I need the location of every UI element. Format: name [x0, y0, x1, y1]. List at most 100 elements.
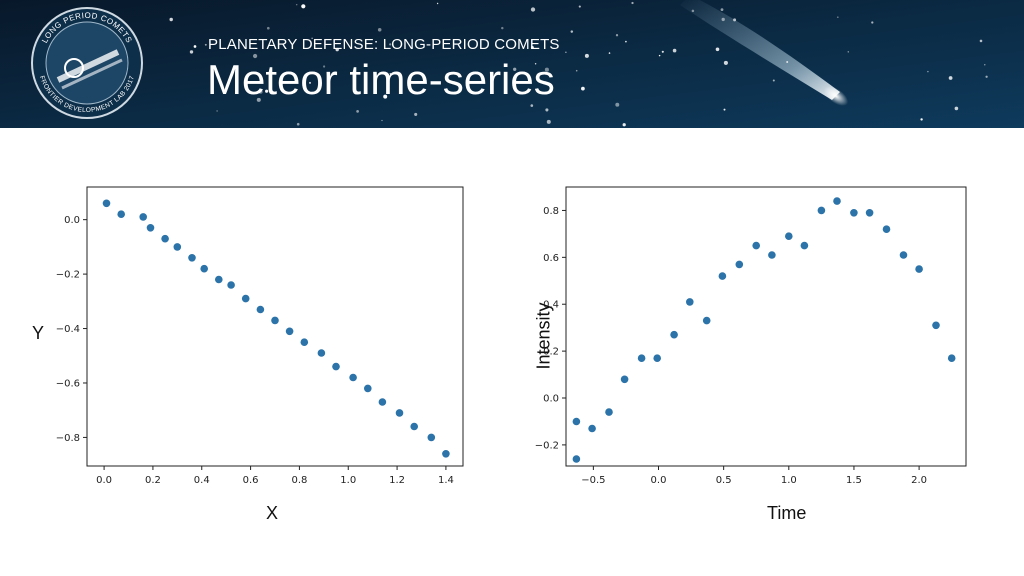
star [786, 61, 789, 63]
star [530, 46, 534, 49]
star [295, 3, 298, 6]
chart1-point [102, 199, 111, 208]
star [436, 2, 439, 5]
chart2-ytick-label: 0.4 [543, 300, 559, 311]
star [541, 91, 544, 95]
star [954, 106, 959, 111]
star [691, 9, 695, 13]
chart1-point [317, 349, 326, 357]
chart2-point [588, 424, 596, 433]
chart1-xtick-label: 1.0 [340, 475, 356, 486]
star [772, 79, 775, 82]
chart1-ytick-label: −0.4 [56, 324, 80, 335]
star [414, 112, 418, 116]
chart2-point [572, 455, 581, 463]
star [615, 34, 619, 37]
chart1-point [139, 213, 147, 221]
star [672, 48, 677, 53]
star [733, 18, 737, 22]
star [723, 108, 726, 111]
chart1-point [146, 224, 155, 232]
chart2-ytick-label: 0.8 [543, 206, 559, 217]
chart2-xlabel: Time [767, 503, 807, 523]
chart2-point [932, 321, 940, 330]
chart1-ytick-label: −0.2 [56, 270, 80, 281]
star [530, 7, 536, 12]
chart1-xtick-label: 0.6 [243, 475, 259, 486]
page-title: Meteor time-series [207, 56, 555, 103]
chart2-point [653, 354, 661, 363]
star [513, 67, 517, 71]
star [720, 8, 724, 12]
star [984, 64, 986, 66]
star [979, 39, 983, 43]
star [216, 110, 218, 112]
chart2-point [605, 408, 613, 416]
chart1-xtick-label: 0.4 [194, 475, 210, 486]
chart2-point [768, 251, 776, 259]
star [985, 75, 988, 78]
chart2-point [947, 354, 956, 363]
star [530, 104, 534, 107]
chart2-point [915, 265, 923, 273]
star [836, 16, 839, 19]
star [309, 81, 311, 84]
star [501, 26, 504, 30]
star [546, 119, 551, 124]
logo-badge: LONG PERIOD COMETS FRONTIER DEVELOPMENT … [31, 7, 143, 119]
chart2-point [785, 232, 793, 240]
star [193, 45, 197, 48]
chart1-point [173, 243, 182, 251]
chart2-point [882, 225, 891, 233]
header-banner: LONG PERIOD COMETS FRONTIER DEVELOPMENT … [0, 0, 1024, 128]
star [871, 21, 874, 24]
chart2-axes-frame [565, 186, 967, 467]
chart2-point [702, 316, 711, 325]
chart1-xlabel: X [266, 503, 279, 523]
chart2-ylabel: Intensity [533, 302, 554, 370]
star [258, 89, 263, 94]
chart2-point [572, 417, 581, 426]
star [335, 47, 339, 52]
chart2-point [850, 209, 858, 217]
chart2-point [899, 251, 908, 259]
chart2-point [800, 241, 809, 250]
star [252, 53, 258, 59]
star [920, 118, 923, 121]
chart1-xtick-label: 0.8 [291, 475, 307, 486]
chart1-point [200, 264, 208, 273]
header-subtitle: PLANETARY DEFENSE: LONG-PERIOD COMETS [208, 36, 560, 53]
star [715, 47, 720, 52]
star [570, 30, 574, 33]
chart1-point [271, 316, 279, 325]
chart1-ytick-label: 0.0 [64, 215, 80, 226]
comet-tail [680, 0, 840, 100]
star [631, 1, 634, 5]
chart1-xtick-label: 0.2 [145, 475, 161, 486]
star [389, 72, 392, 75]
chart2-point [637, 354, 646, 363]
chart1-point [256, 305, 265, 314]
chart1-ylabel: Y [32, 323, 45, 343]
chart1-axes-frame [86, 186, 464, 467]
chart1-point [364, 384, 372, 393]
star [615, 102, 620, 107]
star [625, 40, 627, 43]
chart1-point [300, 338, 309, 347]
star [383, 94, 388, 99]
chart1-ytick-label: −0.6 [56, 378, 80, 389]
star [581, 86, 585, 91]
star [723, 60, 728, 65]
star [948, 76, 953, 80]
star [389, 43, 392, 46]
star [377, 28, 382, 32]
chart1-point [188, 253, 196, 262]
chart2-point [718, 272, 727, 280]
chart1-xtick-label: 1.4 [438, 475, 454, 486]
star [381, 119, 383, 122]
chart1-point [395, 409, 404, 417]
chart1-xtick-label: 0.0 [96, 475, 112, 486]
chart2-ytick-label: −0.2 [535, 440, 559, 451]
chart2-xtick-label: 0.5 [716, 475, 732, 486]
star [296, 122, 300, 126]
